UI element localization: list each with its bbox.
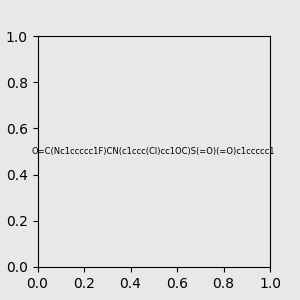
Text: O=C(Nc1ccccc1F)CN(c1ccc(Cl)cc1OC)S(=O)(=O)c1ccccc1: O=C(Nc1ccccc1F)CN(c1ccc(Cl)cc1OC)S(=O)(=…: [32, 147, 275, 156]
